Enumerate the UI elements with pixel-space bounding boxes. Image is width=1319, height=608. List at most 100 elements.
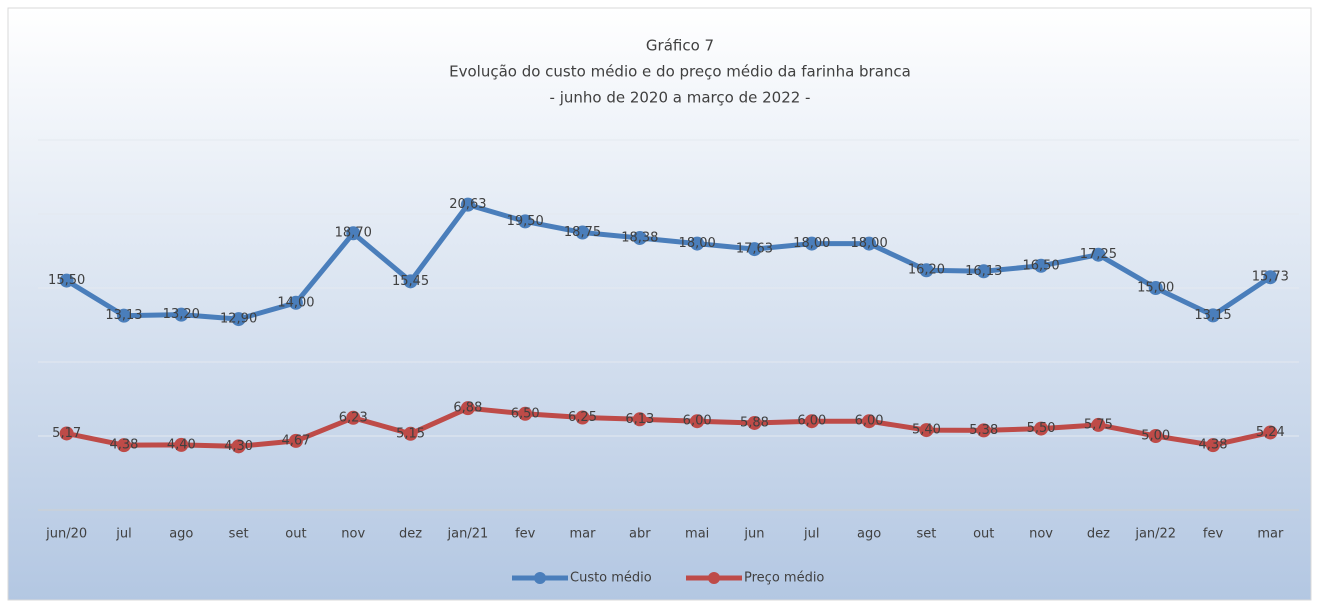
point [518,214,533,229]
data-label: 18,00 [793,236,830,251]
point [346,226,361,241]
legend-label: Custo médio [570,571,652,586]
point [862,236,877,251]
data-label: 6,25 [568,410,597,425]
point [632,230,647,245]
data-label: 6,00 [855,414,884,429]
x-tick-label: ago [169,527,193,542]
data-label: 16,13 [965,264,1002,279]
point [690,236,705,251]
data-label: 13,20 [163,307,200,322]
data-label: 20,63 [449,197,486,212]
point [288,295,303,310]
x-tick-label: nov [1029,527,1053,542]
point [403,426,418,441]
data-label: 6,00 [797,414,826,429]
point [116,438,131,453]
point [804,236,819,251]
point [346,410,361,425]
chart-title: Gráfico 7 [646,37,714,55]
x-tick-label: out [973,527,994,542]
x-tick-label: nov [341,527,365,542]
x-tick-label: mai [685,527,709,542]
data-label: 12,90 [220,312,257,327]
data-label: 17,63 [736,242,773,257]
data-label: 18,70 [335,226,372,241]
data-label: 5,17 [52,426,81,441]
data-label: 15,50 [48,273,85,288]
series-line [66,405,1271,449]
data-label: 15,73 [1252,270,1289,285]
x-tick-label: ago [857,527,881,542]
data-label: 4,67 [281,433,310,448]
point [518,406,533,421]
point [231,312,246,327]
data-label: 13,13 [105,308,142,323]
x-tick-label: fev [515,527,536,542]
x-tick-label: jun [743,527,764,542]
data-label: 18,00 [851,236,888,251]
data-label: 18,75 [564,225,601,240]
chart-area [7,7,1312,601]
point [1091,247,1106,262]
point [460,401,475,416]
data-label: 5,38 [969,423,998,438]
data-label: 5,75 [1084,417,1113,432]
point [174,307,189,322]
x-tick-label: out [285,527,306,542]
point [575,225,590,240]
data-label: 6,88 [453,401,482,416]
point [174,437,189,452]
x-tick-label: set [916,527,936,542]
x-tick-label: fev [1203,527,1224,542]
point [1206,308,1221,323]
point [1263,270,1278,285]
legend-marker [534,572,546,584]
point [690,414,705,429]
point [919,263,934,278]
point [288,433,303,448]
data-label: 16,50 [1022,258,1059,273]
legend-label: Preço médio [744,571,824,586]
series-line [65,202,1272,322]
point [59,273,74,288]
data-label: 4,40 [167,437,196,452]
point [231,439,246,454]
x-tick-label: jul [115,527,131,542]
point [862,414,877,429]
data-label: 5,88 [740,415,769,430]
data-label: 18,38 [621,230,658,245]
data-label: 6,13 [625,412,654,427]
data-label: 5,50 [1027,421,1056,436]
chart-title: - junho de 2020 a março de 2022 - [550,89,811,107]
data-label: 5,15 [396,426,425,441]
point [1034,421,1049,436]
point [747,242,762,257]
point [747,415,762,430]
data-label: 13,15 [1194,308,1231,323]
point [460,197,475,212]
x-tick-label: mar [1257,527,1284,542]
data-label: 17,25 [1080,247,1117,262]
data-label: 4,38 [1199,438,1228,453]
point [976,423,991,438]
x-tick-label: dez [1087,527,1110,542]
data-label: 5,24 [1256,425,1285,440]
point [632,412,647,427]
x-tick-label: dez [399,527,422,542]
data-label: 5,40 [912,423,941,438]
data-label: 5,00 [1141,429,1170,444]
data-label: 14,00 [277,295,314,310]
x-tick-label: jan/22 [1134,527,1176,542]
point [1034,258,1049,273]
x-tick-label: mar [570,527,597,542]
point [1148,281,1163,295]
x-tick-label: set [229,527,249,542]
data-label: 18,00 [679,236,716,251]
point [1206,438,1221,453]
data-label: 6,00 [683,414,712,429]
point [403,274,418,289]
data-label: 6,50 [511,406,540,421]
data-label: 4,30 [224,439,253,454]
